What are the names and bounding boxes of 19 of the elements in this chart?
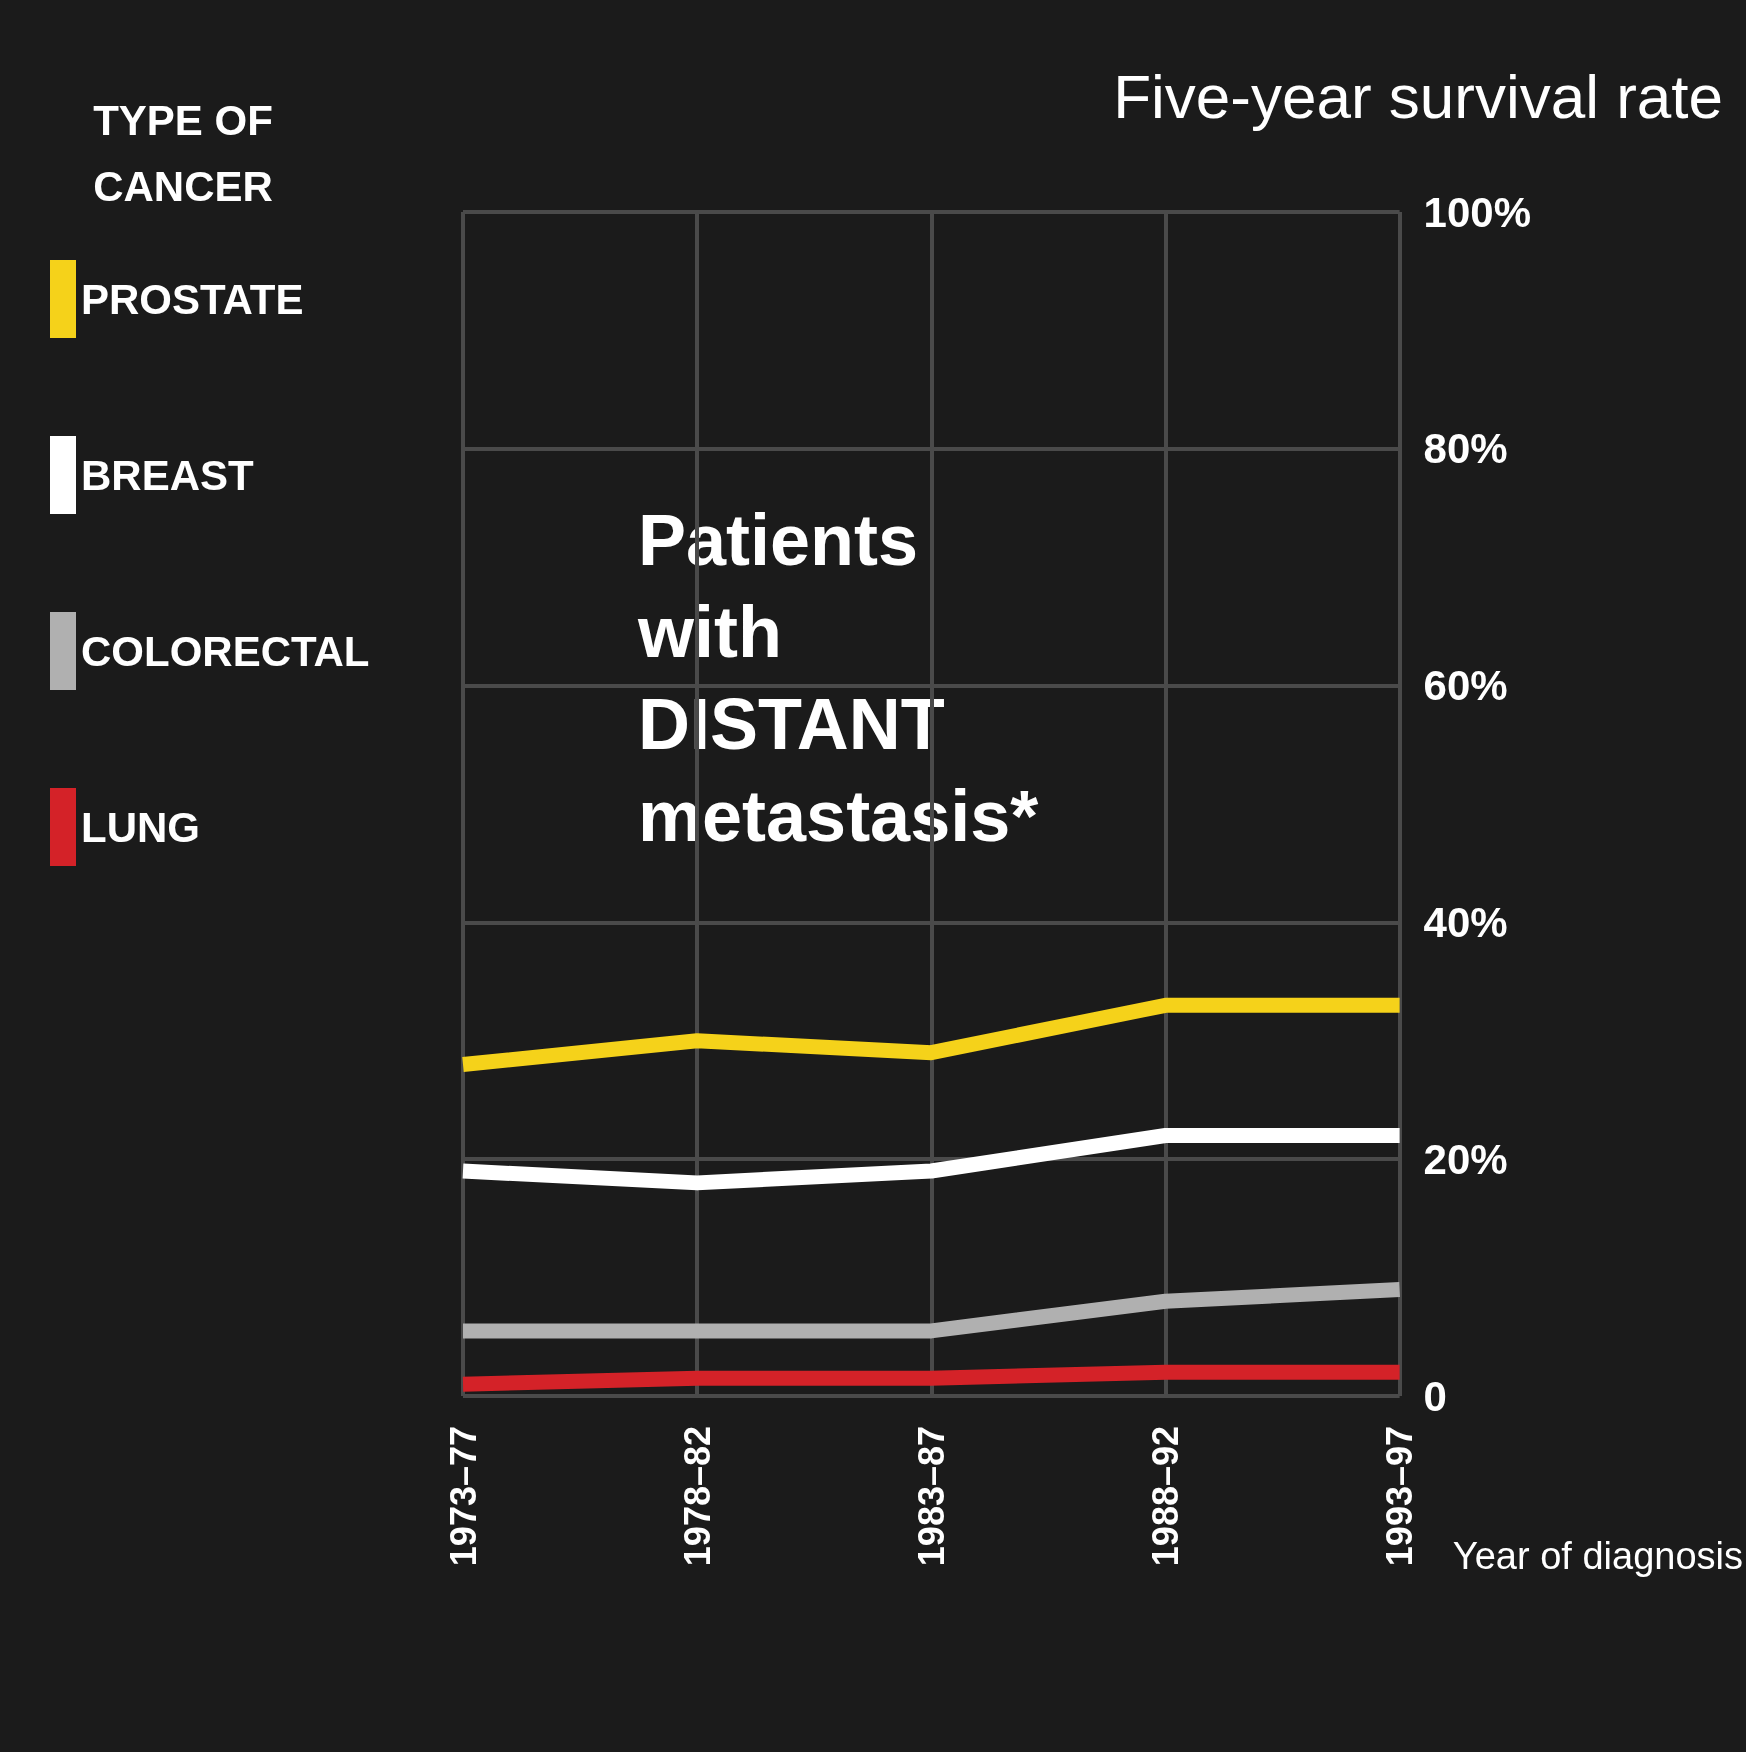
x-axis-title: Year of diagnosis <box>1452 1535 1743 1577</box>
y-tick-label: 0 <box>1423 1372 1447 1420</box>
x-tick-label: 1993–97 <box>1379 1426 1421 1567</box>
x-tick-label: 1973–77 <box>442 1426 484 1567</box>
annotation: Patients with DISTANT metastasis* <box>637 500 1039 856</box>
y-tick-label: 80% <box>1423 425 1508 473</box>
y-tick-label: 20% <box>1423 1135 1508 1183</box>
y-tick-label: 40% <box>1423 898 1508 946</box>
legend-label: PROSTATE <box>81 275 304 323</box>
y-tick-label: 100% <box>1423 188 1532 236</box>
legend-label: LUNG <box>81 803 200 851</box>
x-tick-label: 1988–92 <box>1144 1426 1186 1567</box>
legend-label: COLORECTAL <box>81 627 370 675</box>
chart-title: Five-year survival rate <box>1113 61 1723 131</box>
legend-title: TYPE OF CANCER <box>93 96 273 210</box>
legend-label: BREAST <box>81 451 255 499</box>
y-tick-label: 60% <box>1423 662 1508 710</box>
x-tick-label: 1983–87 <box>910 1426 952 1567</box>
x-tick-label: 1978–82 <box>676 1426 718 1567</box>
